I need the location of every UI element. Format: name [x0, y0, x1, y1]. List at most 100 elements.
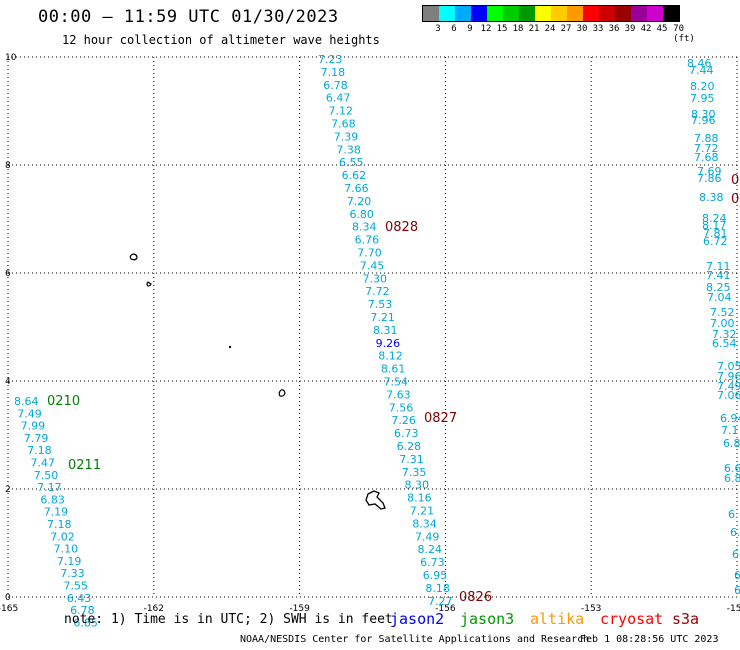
legend-swatch [471, 6, 487, 21]
wave-height-value: 7.79 [24, 432, 49, 445]
wave-height-value: 7.18 [321, 66, 346, 79]
lat-tick-label: 10 [5, 53, 17, 63]
legend-label: 42 [640, 24, 652, 34]
wave-height-value: 7.95 [690, 92, 715, 105]
latitude-labels: 0 2 4 6 8 10 [5, 53, 17, 603]
wave-height-value: 6.78 [70, 604, 95, 617]
wave-height-value: 8.46 [687, 57, 712, 70]
wave-height-value: 7.41 [706, 269, 731, 282]
wave-height-value: 8.18 [425, 582, 450, 595]
lon-tick-label: -156 [435, 604, 456, 614]
map-subtitle: 12 hour collection of altimeter wave hei… [62, 33, 380, 47]
satellite-jason2: jason2 [390, 610, 445, 628]
wave-height-value: 6.76 [355, 234, 380, 247]
legend-swatch [631, 6, 647, 21]
wave-height-value: 6.47 [326, 92, 351, 105]
track-main: 7.237.186.786.477.127.687.397.386.556.62… [318, 53, 453, 608]
legend-swatch [599, 6, 615, 21]
wave-height-value: 6.55 [339, 156, 364, 169]
wave-height-value: 8.25 [706, 281, 731, 294]
legend-swatch [423, 6, 439, 21]
legend-swatch [503, 6, 519, 21]
wave-height-value: 7.81 [703, 227, 728, 240]
wave-height-value: 7.54 [384, 376, 409, 389]
wave-height-value: 7.02 [50, 530, 75, 543]
wave-height-value: 7.96 [717, 370, 740, 383]
wave-height-value: 7.20 [347, 195, 372, 208]
legend-color-bar [422, 5, 680, 22]
map-grid [7, 56, 738, 598]
island-outline [129, 253, 138, 261]
wave-height-value: 7.88 [694, 132, 719, 145]
island-outline [365, 490, 386, 510]
wave-height-value: 7.86 [697, 172, 722, 185]
wave-height-value: 7.00 [710, 317, 735, 330]
wave-height-value: 7.11 [706, 260, 731, 273]
wave-height-value: 7.1 [721, 424, 739, 437]
wave-height-value: 6.72 [703, 235, 728, 248]
wave-height-value: 6. [734, 569, 740, 582]
wave-height-value: 8.30 [691, 108, 716, 121]
lon-tick-label: -165 [0, 604, 18, 614]
wave-height-value: 6.94 [720, 412, 740, 425]
wave-height-value: 7.56 [389, 401, 414, 414]
legend-label: 18 [512, 24, 524, 34]
legend-label: 24 [544, 24, 556, 34]
pass-time-label: 0210 [47, 394, 80, 409]
legend-labels: 3 6 9 12 15 18 21 24 27 30 33 36 39 42 45 70 (ft) [422, 22, 695, 44]
legend-label: 30 [576, 24, 588, 34]
legend-swatch [551, 6, 567, 21]
wave-height-value: 7.44 [689, 64, 714, 77]
wave-height-value: 6.83 [40, 493, 65, 506]
generation-timestamp: Feb 1 08:28:56 UTC 2023 [580, 634, 719, 645]
legend-label: 15 [496, 24, 508, 34]
legend-swatch [615, 6, 631, 21]
legend-swatch [519, 6, 535, 21]
wave-height-value: 7.12 [328, 105, 353, 118]
wave-height-value: 7.05 [717, 360, 740, 373]
wave-height-value: 7.10 [54, 543, 79, 556]
wave-height-value: 6.54 [712, 337, 737, 350]
wave-height-value: 7.18 [47, 518, 72, 531]
wave-height-value: 9.26 [376, 337, 401, 350]
island-outline [278, 389, 286, 397]
wave-height-value: 6. [734, 584, 740, 597]
wave-height-value: 6.28 [397, 440, 422, 453]
island-outline [146, 281, 152, 287]
wave-height-value: 7.32 [712, 328, 737, 341]
wave-height-value: 7.72 [365, 285, 390, 298]
legend-label: 36 [608, 24, 620, 34]
wave-height-value: 7.68 [694, 151, 719, 164]
wave-height-value: 7.49 [717, 380, 740, 393]
legend-swatch [535, 6, 551, 21]
legend-label: 9 [467, 24, 473, 34]
edge-pass-label: 0 [731, 192, 739, 207]
island-outlines [129, 253, 386, 510]
lat-tick-label: 6 [5, 269, 11, 279]
legend-label: 33 [592, 24, 604, 34]
wave-height-value: 7.53 [368, 298, 393, 311]
legend-swatch [455, 6, 471, 21]
legend-swatch [663, 6, 679, 21]
legend-label: 21 [528, 24, 540, 34]
wave-height-value: 7.31 [399, 453, 424, 466]
legend-label: 45 [656, 24, 668, 34]
legend-swatch [583, 6, 599, 21]
wave-height-value: 7.38 [336, 143, 361, 156]
legend-swatch [439, 6, 455, 21]
map-title: 00:00 – 11:59 UTC 01/30/2023 [38, 7, 339, 27]
wave-height-value: 8.30 [404, 479, 429, 492]
wave-height-value: 7.26 [391, 414, 416, 427]
wave-height-value: 6.85 [73, 616, 98, 629]
legend-label: 6 [451, 24, 457, 34]
wave-height-value: 8.64 [14, 395, 39, 408]
satellite-jason3: jason3 [460, 610, 515, 628]
wave-height-value: 7.23 [318, 53, 343, 66]
wave-height-value: 7.52 [710, 306, 735, 319]
wave-height-value: 8.20 [690, 80, 715, 93]
wave-height-value: 6.6 [724, 462, 740, 475]
wave-height-legend: 3 6 9 12 15 18 21 24 27 30 33 36 39 42 45 70 (ft) [422, 5, 695, 44]
lon-tick-label: -162 [144, 604, 164, 614]
wave-height-value: 6. [732, 548, 740, 561]
lat-tick-label: 4 [5, 377, 11, 387]
